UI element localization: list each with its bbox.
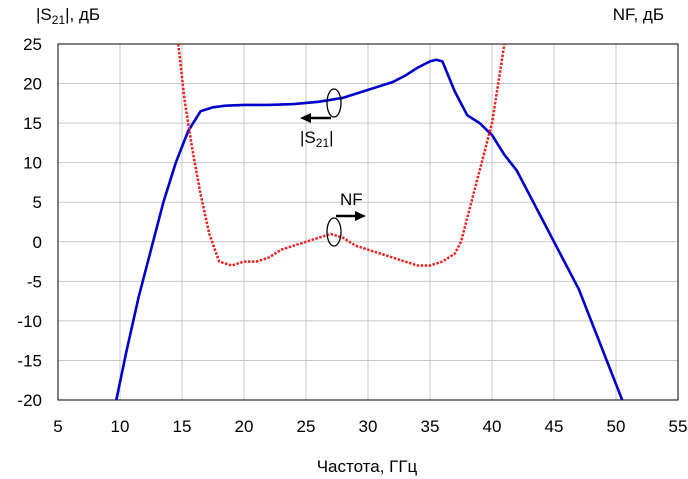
- annotation-s21: |S21|: [300, 88, 342, 150]
- x-tick-label: 30: [359, 417, 378, 436]
- series-line-nf: [177, 43, 506, 267]
- series-line-s21: [115, 58, 624, 401]
- x-tick-label: 35: [421, 417, 440, 436]
- annotation-nf-ellipse: [326, 217, 342, 247]
- annotation-nf-arrowhead: [355, 211, 366, 221]
- y-tick-label: -5: [27, 272, 42, 291]
- x-tick-label: 45: [545, 417, 564, 436]
- y-tick-label: -15: [17, 351, 42, 370]
- x-tick-label: 40: [483, 417, 502, 436]
- y-tick-label: 0: [33, 233, 42, 252]
- tick-labels: 5 10 15 20 25 30 35 40 45 50 55 -20 -15 -10 -5 0 5 10 15 20…: [17, 35, 687, 436]
- annotation-nf: NF: [326, 190, 366, 247]
- y-tick-label: -20: [17, 391, 42, 410]
- series-layer: [115, 43, 624, 401]
- x-tick-label: 15: [173, 417, 192, 436]
- x-axis-title: Частота, ГГц: [317, 457, 418, 476]
- annotation-nf-label: NF: [340, 190, 363, 209]
- plot-area: [57, 43, 679, 401]
- y-tick-label: 15: [23, 114, 42, 133]
- x-tick-label: 50: [607, 417, 626, 436]
- grid: [57, 43, 679, 401]
- y-tick-label: -10: [17, 312, 42, 331]
- y-axis-right-title: NF, дБ: [613, 5, 664, 24]
- annotation-s21-ellipse: [326, 88, 342, 118]
- y-tick-label: 10: [23, 154, 42, 173]
- annotation-s21-label: |S21|: [300, 128, 334, 150]
- y-tick-label: 20: [23, 75, 42, 94]
- x-tick-label: 20: [235, 417, 254, 436]
- y-axis-left-title: |S21|, дБ: [36, 5, 100, 27]
- y-tick-label: 5: [33, 193, 42, 212]
- annotation-s21-arrowhead: [300, 113, 311, 123]
- y-tick-label: 25: [23, 35, 42, 54]
- x-tick-label: 10: [111, 417, 130, 436]
- x-tick-label: 25: [297, 417, 316, 436]
- x-tick-label: 55: [669, 417, 688, 436]
- x-tick-label: 5: [53, 417, 62, 436]
